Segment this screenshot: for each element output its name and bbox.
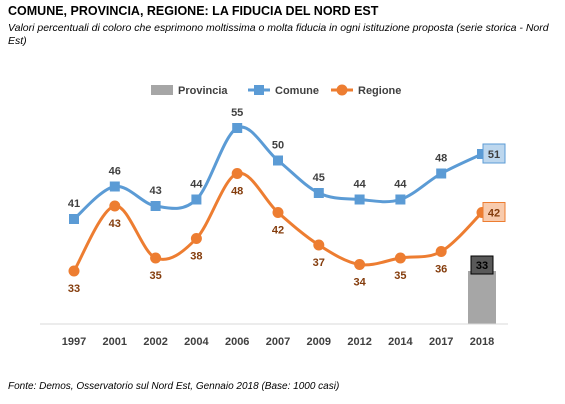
data-label-regione-2002: 35 [149,270,161,282]
x-tick-label-2004: 2004 [184,336,209,348]
marker-comune-2012 [354,194,365,205]
marker-layer [68,123,488,277]
data-label-regione-2018: 42 [488,208,500,220]
x-tick-label-2014: 2014 [388,336,413,348]
marker-comune-2007 [273,155,283,166]
x-tick-label-2009: 2009 [307,336,331,348]
marker-regione-1997 [68,265,80,277]
x-tick-label-1997: 1997 [62,336,86,348]
marker-regione-2002 [150,252,162,264]
data-label-regione-2006: 48 [231,186,243,198]
marker-comune-2014 [395,194,406,205]
marker-comune-2009 [313,188,324,198]
x-tick-label-2012: 2012 [347,336,371,348]
data-label-comune-2014: 44 [394,179,407,191]
legend-marker-comune [254,85,264,95]
bar-provincia-2018 [468,271,496,324]
legend-label-regione: Regione [358,85,401,97]
marker-regione-2007 [272,207,284,218]
marker-comune-2018 [477,149,487,159]
data-label-comune-1997: 41 [68,198,80,210]
marker-comune-2002 [150,201,161,211]
data-label-comune-2007: 50 [272,140,284,152]
source-note: Fonte: Demos, Osservatorio sul Nord Est,… [8,381,340,392]
data-label-provincia-2018: 33 [476,260,488,272]
data-label-comune-2001: 46 [109,166,121,178]
line-regione [72,171,484,272]
data-label-box-provincia-2018 [470,255,494,275]
data-label-regione-2001: 43 [109,218,121,230]
legend-swatch-provincia [151,85,173,95]
legend-label-provincia: Provincia [178,85,228,97]
marker-regione-2004 [190,233,202,244]
x-tick-label-2002: 2002 [143,336,167,348]
data-label-box-comune-2018 [482,143,506,164]
marker-regione-2017 [435,246,447,257]
data-label-comune-2012: 44 [353,179,366,191]
x-tick-label-2001: 2001 [103,336,127,348]
data-label-regione-2017: 36 [435,264,447,276]
bar-layer [468,271,496,324]
data-label-regione-2009: 37 [313,257,325,269]
data-label-comune-2018: 51 [488,149,500,161]
marker-comune-2001 [109,181,120,192]
legend-marker-regione [336,84,348,96]
x-tick-label-2017: 2017 [429,336,453,348]
legend-label-comune: Comune [275,85,319,97]
data-label-box-regione-2018 [482,202,506,222]
marker-comune-2004 [191,194,202,205]
marker-comune-1997 [69,214,79,224]
data-label-comune-2009: 45 [313,172,325,184]
data-label-comune-2006: 55 [231,107,243,119]
chart-subtitle: Valori percentuali di coloro che esprimo… [8,22,549,47]
data-label-regione-1997: 33 [68,283,80,295]
data-label-comune-2004: 44 [190,179,203,191]
data-label-comune-2002: 43 [149,185,161,197]
data-label-regione-2004: 38 [190,251,202,263]
data-label-layer: 33 41 46 43 44 55 50 45 44 44 48 51 33 43 35 38 48 42 37 34… [68,107,506,295]
data-label-regione-2014: 35 [394,270,406,282]
legend: Provincia Comune Regione [151,84,401,97]
x-tick-label-2018: 2018 [470,336,494,348]
data-label-regione-2012: 34 [353,277,366,289]
x-tick-label-2007: 2007 [266,336,290,348]
data-label-regione-2007: 42 [272,225,284,237]
chart-title: COMUNE, PROVINCIA, REGIONE: LA FIDUCIA D… [8,4,379,18]
x-tick-labels: 1997 2001 2002 2004 2006 2007 2009 2012 2014 2017… [62,336,494,348]
marker-regione-2006 [231,168,243,179]
marker-regione-2001 [109,200,121,212]
marker-comune-2017 [436,168,447,179]
x-tick-label-2006: 2006 [225,336,249,348]
data-label-comune-2017: 48 [435,153,447,165]
marker-comune-2006 [232,123,243,133]
marker-regione-2014 [394,252,406,264]
marker-regione-2009 [313,239,325,251]
marker-regione-2012 [354,259,366,270]
